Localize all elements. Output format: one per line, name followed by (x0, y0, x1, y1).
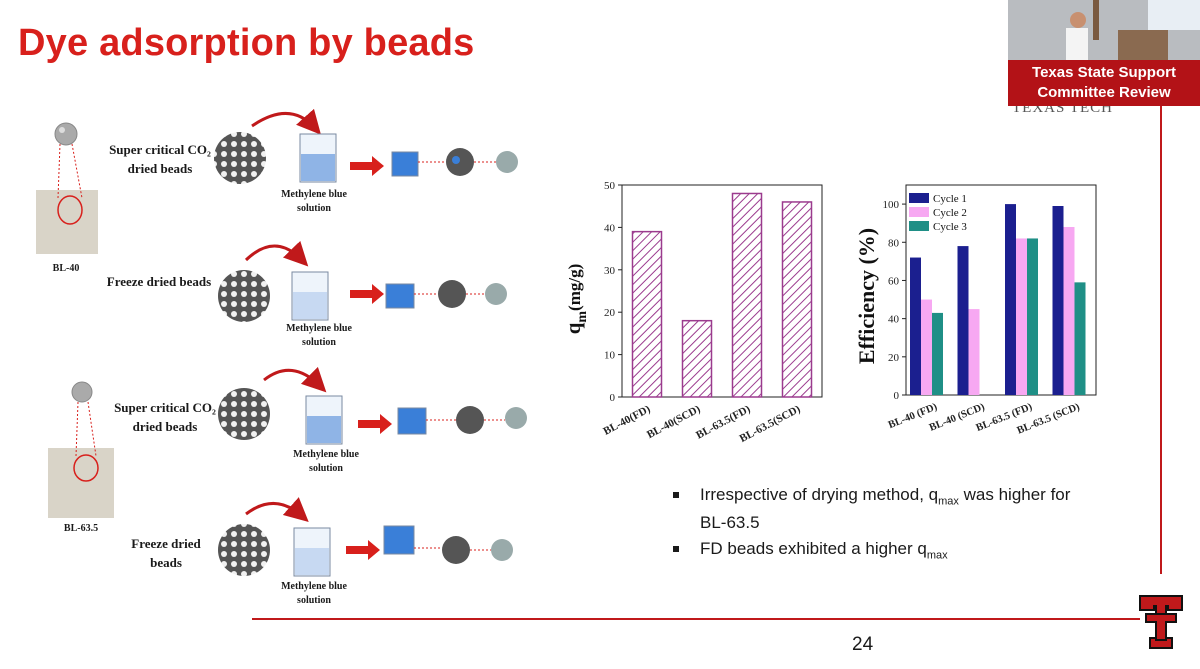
bar-cycle2-2 (1016, 238, 1027, 395)
bead-icon (218, 270, 270, 322)
y-tick-label-50: 50 (604, 180, 616, 192)
y-tick-label-0: 0 (610, 392, 616, 404)
arrow-right-icon (244, 240, 309, 267)
bar-cycle2-3 (1063, 227, 1075, 395)
plot-frame (905, 184, 1097, 396)
bar-cycle1-3 (1052, 206, 1064, 395)
arrow-right-icon (245, 497, 309, 522)
sample-bl40-label: BL-40 (52, 263, 80, 274)
workflow-row-2 (218, 240, 507, 322)
beaker-icon (305, 395, 343, 445)
beaker-icon (293, 527, 331, 577)
sample-bl635-graphic (48, 381, 114, 518)
row3-label: Super critical CO₂ dried beads (114, 400, 216, 434)
sample-bl635-label: BL-63.5 (63, 523, 99, 534)
arrow-right-icon (251, 108, 321, 135)
y-tick-label-80: 80 (888, 237, 900, 249)
bar-0 (631, 230, 663, 398)
workflow-row-4 (218, 497, 513, 577)
legend-swatch-3 (909, 221, 929, 231)
workflow-row-3 (218, 366, 527, 445)
bar-cycle2-0 (921, 299, 932, 395)
workflow-illustration (36, 108, 527, 577)
y-tick-label-20: 20 (888, 352, 900, 364)
bead-icon (214, 132, 266, 184)
arrow-right-icon (263, 366, 327, 393)
bar-cycle3-2 (1027, 238, 1038, 395)
page-number: 24 (852, 634, 874, 655)
horizontal-rule (252, 618, 1140, 620)
legend-label-3: Cycle 3 (933, 221, 967, 233)
x-tick-label-1: BL-40(SCD) (645, 403, 703, 441)
legend-swatch-2 (909, 207, 929, 217)
arrow-right-icon (350, 156, 384, 176)
workflow-row-1 (214, 108, 518, 184)
bar-1 (681, 319, 713, 398)
bar-cycle3-3 (1074, 282, 1086, 395)
y-tick-label-0: 0 (894, 390, 900, 402)
legend-swatch-1 (909, 193, 929, 203)
slide-title: Dye adsorption by beads (18, 22, 475, 64)
legend-label-1: Cycle 1 (933, 193, 967, 205)
y-tick-label-10: 10 (604, 350, 616, 362)
bar-cycle1-0 (910, 257, 921, 395)
row1-label: Super critical CO₂ dried beads (109, 142, 211, 176)
arrow-right-icon (358, 414, 392, 434)
bar-cycle2-1 (968, 309, 980, 395)
plot-frame (621, 184, 823, 398)
bead-icon (54, 122, 78, 146)
bullet-item-2: FD beads exhibited a higher qmax (670, 538, 1090, 566)
bullet-item-1: Irrespective of drying method, qmax was … (670, 484, 1090, 534)
sample-bl40-graphic (36, 122, 98, 254)
beaker-icon (291, 271, 329, 321)
row4-label: Freeze dried beads (131, 536, 201, 570)
row1-solution: Methylene blue solution (281, 189, 347, 214)
y-tick-label-100: 100 (883, 199, 900, 211)
y-axis-label: Efficiency (%) (854, 228, 879, 364)
row4-solution: Methylene blue solution (281, 581, 347, 606)
bar-cycle1-2 (1005, 204, 1016, 395)
y-tick-label-30: 30 (604, 265, 616, 277)
vertical-rule (1160, 104, 1162, 574)
y-tick-label-40: 40 (604, 222, 616, 234)
y-tick-label-60: 60 (888, 275, 900, 287)
arrow-right-icon (350, 284, 384, 304)
bar-2 (731, 192, 763, 398)
texas-tech-logo (1139, 595, 1183, 649)
bullet-list: Irrespective of drying method, qmax was … (670, 484, 1090, 567)
legend-label-2: Cycle 2 (933, 207, 967, 219)
bead-icon (218, 388, 270, 440)
y-tick-label-40: 40 (888, 314, 900, 326)
row2-label: Freeze dried beads (106, 274, 212, 289)
row3-solution: Methylene blue solution (293, 449, 359, 474)
row2-solution: Methylene blue solution (286, 323, 352, 348)
y-axis-label: qm(mg/g) (561, 264, 590, 335)
bar-3 (781, 201, 813, 398)
qm-bar-chart: 01020304050BL-40(FD)BL-40(SCD)BL-63.5(FD… (561, 180, 823, 445)
bead-icon (71, 381, 93, 403)
video-caption: Texas State Support Committee Review (1008, 60, 1200, 106)
y-tick-label-20: 20 (604, 307, 616, 319)
presenter-video[interactable]: Texas State Support Committee Review (1008, 0, 1200, 106)
video-scene (1008, 0, 1200, 60)
bead-icon (218, 524, 270, 576)
beaker-icon (299, 133, 337, 183)
bar-cycle3-0 (932, 312, 943, 395)
bar-cycle1-1 (957, 246, 969, 395)
arrow-right-icon (346, 540, 380, 560)
